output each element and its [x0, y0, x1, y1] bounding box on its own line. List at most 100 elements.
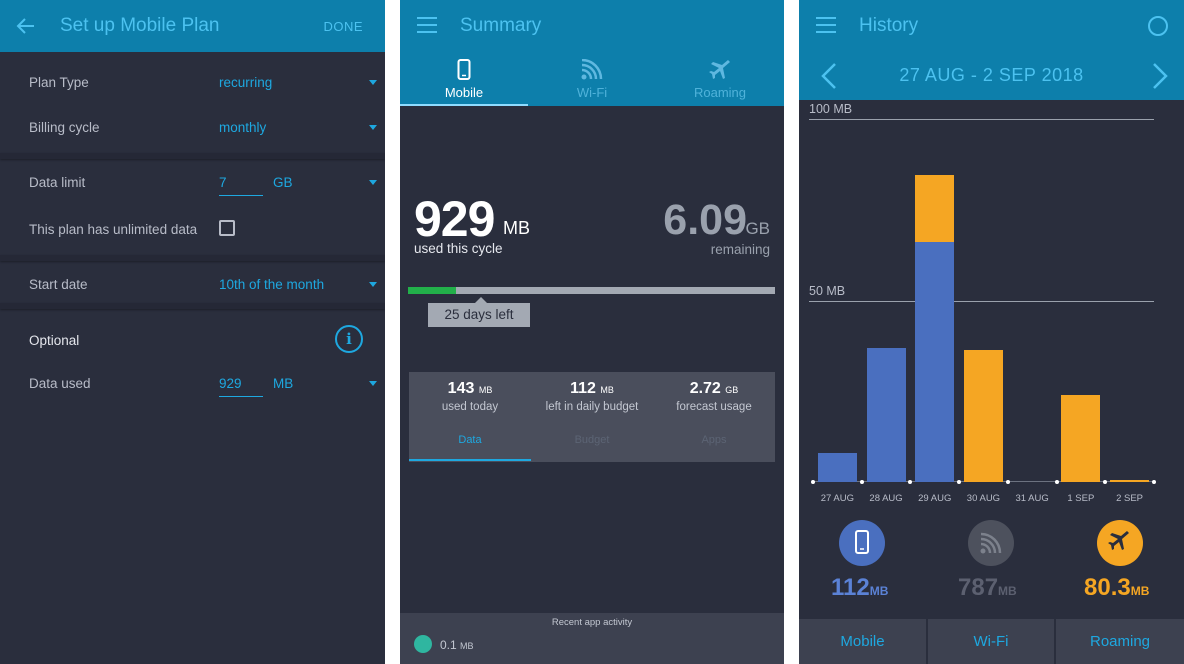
gridline-top — [809, 119, 1154, 120]
remaining-label: remaining — [710, 242, 770, 257]
dropdown-caret-icon[interactable] — [369, 381, 377, 386]
roaming-total-unit: MB — [1130, 584, 1150, 598]
x-tick-label: 31 AUG — [1015, 493, 1049, 504]
optional-heading: Optional — [29, 333, 80, 348]
setup-screen: Set up Mobile Plan DONE Plan Type recurr… — [0, 0, 385, 664]
done-button[interactable]: DONE — [323, 19, 363, 34]
usage-type-tabs: Mobile Wi-Fi Roaming — [400, 52, 784, 106]
dropdown-caret-icon[interactable] — [369, 180, 377, 185]
tab-label: Mobile — [444, 85, 484, 100]
tab-roaming[interactable]: Roaming — [656, 52, 784, 106]
start-date-row[interactable]: Start date 10th of the month — [0, 265, 385, 305]
stat-label: used today — [441, 401, 499, 413]
x-tick-label: 27 AUG — [820, 493, 854, 504]
stat-daily-budget: 112 MB left in daily budget — [531, 380, 653, 413]
billing-cycle-row[interactable]: Billing cycle monthly — [0, 108, 385, 148]
chevron-right-icon[interactable] — [1150, 62, 1170, 90]
data-used-input[interactable]: 929 — [219, 376, 242, 391]
data-used-unit-select[interactable]: MB — [273, 376, 294, 391]
roaming-total-row: 80.3MB — [1084, 574, 1149, 602]
mobile-total-unit: MB — [869, 584, 889, 598]
x-tick-label: 29 AUG — [918, 493, 952, 504]
x-axis-dot — [1151, 480, 1156, 484]
stat-unit: GB — [725, 385, 739, 395]
recent-unit: MB — [460, 641, 474, 651]
bar-mobile-1 — [866, 347, 906, 482]
bar-mobile-0 — [817, 452, 857, 482]
phone-icon — [855, 530, 869, 554]
subtab-data[interactable]: Data — [458, 434, 482, 446]
mobile-total-circle[interactable] — [839, 520, 885, 566]
subtab-apps[interactable]: Apps — [701, 434, 727, 446]
history-clock-icon[interactable] — [1148, 16, 1168, 36]
stat-value: 143 — [447, 380, 475, 397]
cycle-progress-bar — [408, 287, 775, 294]
x-axis-dot — [908, 480, 913, 484]
menu-icon[interactable] — [816, 17, 836, 33]
roaming-total-circle[interactable] — [1097, 520, 1143, 566]
subtab-budget[interactable]: Budget — [574, 434, 610, 446]
bar-roaming-3 — [963, 349, 1003, 482]
chevron-left-icon[interactable] — [819, 62, 839, 90]
date-range-header: 27 AUG - 2 SEP 2018 — [799, 52, 1184, 100]
billing-cycle-select[interactable]: monthly — [219, 120, 267, 135]
used-label: used this cycle — [414, 241, 503, 256]
stat-value: 112 — [570, 380, 596, 397]
remaining-value: 6.09 — [663, 196, 747, 244]
data-used-row: Data used 929 MB — [0, 364, 385, 404]
subtab-indicator — [409, 459, 531, 461]
menu-icon[interactable] — [417, 17, 437, 33]
unlimited-checkbox[interactable] — [219, 220, 235, 236]
wifi-total-unit: MB — [998, 584, 1017, 598]
recent-app-activity[interactable]: Recent app activity 0.1 MB — [400, 613, 784, 664]
x-tick-label: 1 SEP — [1067, 493, 1095, 504]
wifi-total-row: 787MB — [958, 574, 1017, 602]
gridline-label-mid: 50 MB — [809, 284, 846, 298]
data-limit-unit-select[interactable]: GB — [273, 175, 293, 190]
recent-value-row: 0.1 MB — [440, 638, 474, 652]
tab-mobile[interactable]: Mobile — [400, 52, 528, 106]
x-tick-label: 2 SEP — [1116, 493, 1144, 504]
plan-type-select[interactable]: recurring — [219, 75, 273, 90]
history-appbar: History — [799, 0, 1184, 52]
plane-icon — [709, 60, 730, 79]
input-underline — [219, 195, 263, 196]
mobile-total-row: 112MB — [831, 574, 888, 602]
dropdown-caret-icon[interactable] — [369, 282, 377, 287]
x-axis-dot — [811, 480, 815, 484]
x-tick-label: 30 AUG — [966, 493, 1001, 504]
gridline-mid — [809, 301, 1154, 302]
data-limit-label: Data limit — [29, 175, 86, 190]
bar-roaming-5 — [1061, 394, 1101, 482]
summary-screen: Summary Mobile Wi-Fi Roaming 929 — [400, 0, 784, 664]
plane-icon — [1108, 531, 1129, 550]
bottom-tab-wifi[interactable]: Wi-Fi — [928, 619, 1054, 664]
x-tick-label: 28 AUG — [869, 493, 903, 504]
start-date-select[interactable]: 10th of the month — [219, 277, 325, 292]
mobile-total-value: 112 — [831, 574, 870, 601]
plan-type-label: Plan Type — [29, 75, 89, 90]
wifi-total-circle[interactable] — [968, 520, 1014, 566]
setup-appbar: Set up Mobile Plan DONE — [0, 0, 385, 52]
bottom-tab-roaming[interactable]: Roaming — [1056, 619, 1184, 664]
back-arrow-icon[interactable] — [16, 15, 36, 37]
used-value: 929 — [414, 191, 495, 247]
stat-unit: MB — [478, 385, 493, 395]
plan-type-row[interactable]: Plan Type recurring — [0, 63, 385, 103]
summary-title: Summary — [460, 15, 542, 36]
data-limit-row: Data limit 7 GB — [0, 163, 385, 203]
unlimited-label: This plan has unlimited data — [29, 222, 198, 237]
dropdown-caret-icon[interactable] — [369, 125, 377, 130]
date-range: 27 AUG - 2 SEP 2018 — [899, 65, 1084, 85]
daily-stats-card: 143 MB used today 112 MB left in daily b… — [409, 372, 775, 462]
dropdown-caret-icon[interactable] — [369, 80, 377, 85]
bottom-tab-mobile[interactable]: Mobile — [799, 619, 926, 664]
info-icon[interactable]: i — [335, 325, 363, 353]
tab-wifi[interactable]: Wi-Fi — [528, 52, 656, 106]
data-limit-input[interactable]: 7 — [219, 175, 227, 190]
billing-cycle-label: Billing cycle — [29, 120, 100, 135]
stat-label: forecast usage — [676, 401, 752, 413]
stat-used-today: 143 MB used today — [409, 380, 531, 413]
stat-label: left in daily budget — [545, 401, 639, 413]
cycle-progress-fill — [408, 287, 456, 294]
